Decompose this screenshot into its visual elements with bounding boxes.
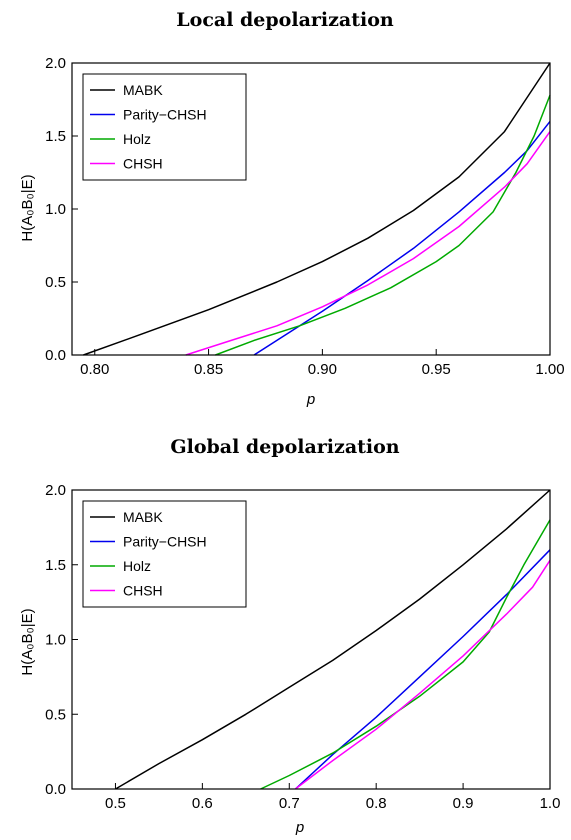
series-group [83,62,551,356]
x-tick-label: 0.9 [453,795,474,812]
plot-frame [71,62,551,356]
series-line-parity-chsh [294,549,551,790]
plot-frame [71,489,551,790]
y-axis-label: H(A₀B₀|E) [19,174,36,241]
series-line-mabk [115,489,551,790]
y-tick-label: 0.5 [45,274,66,291]
legend-entry: CHSH [123,583,163,599]
tick-group: 0.80 0.85 0.90 0.95 1.00 0.0 0.5 1.0 1.5 2.0 [45,55,564,378]
y-tick-label: 0.5 [45,706,66,723]
series-line-holz [215,94,551,356]
y-tick-label: 2.0 [45,55,66,72]
x-tick-label: 1.0 [540,795,561,812]
series-line-chsh [294,559,551,790]
legend-entry: CHSH [123,156,163,172]
y-tick-label: 1.5 [45,557,66,574]
tick-group: 0.5 0.6 0.7 0.8 0.9 1.0 0.0 0.5 1.0 1.5 2.0 [45,482,560,812]
legend-box [82,500,247,608]
y-tick-label: 0.0 [45,781,66,798]
x-tick-label: 0.5 [105,795,126,812]
legend-entry: Parity−CHSH [123,107,207,123]
series-line-parity-chsh [253,120,551,356]
legend-entry: MABK [123,509,163,525]
x-tick-label: 0.85 [194,361,223,378]
series-line-chsh [185,131,551,356]
y-tick-label: 0.0 [45,347,66,364]
x-tick-label: 0.80 [80,361,109,378]
series-group [115,489,551,790]
x-tick-label: 0.6 [192,795,213,812]
y-tick-label: 1.0 [45,632,66,649]
x-axis-label: p [306,391,315,408]
y-tick-label: 1.0 [45,201,66,218]
x-tick-label: 0.7 [279,795,300,812]
legend-entry: Holz [123,131,151,147]
x-axis-label: p [295,819,304,836]
legend: MABK Parity−CHSH Holz CHSH [82,500,247,608]
legend-box [82,73,247,181]
y-tick-label: 1.5 [45,128,66,145]
y-tick-label: 2.0 [45,482,66,499]
legend-entry: MABK [123,82,163,98]
series-line-mabk [83,62,551,356]
chart-title: Local depolarization [176,9,394,31]
x-tick-label: 0.90 [308,361,337,378]
chart-title: Global depolarization [170,436,399,458]
x-tick-label: 1.00 [535,361,564,378]
legend: MABK Parity−CHSH Holz CHSH [82,73,247,181]
legend-entry: Parity−CHSH [123,534,207,550]
y-axis-label: H(A₀B₀|E) [19,608,36,675]
x-tick-label: 0.95 [422,361,451,378]
chart-global-depolarization: Global depolarization 0.5 0.6 0.7 0.8 0.9 1.0… [19,436,560,836]
legend-entry: Holz [123,558,151,574]
chart-local-depolarization: Local depolarization 0.80 0.85 0.90 0.95 1.0… [19,9,565,408]
x-tick-label: 0.8 [366,795,387,812]
series-line-holz [260,519,551,790]
